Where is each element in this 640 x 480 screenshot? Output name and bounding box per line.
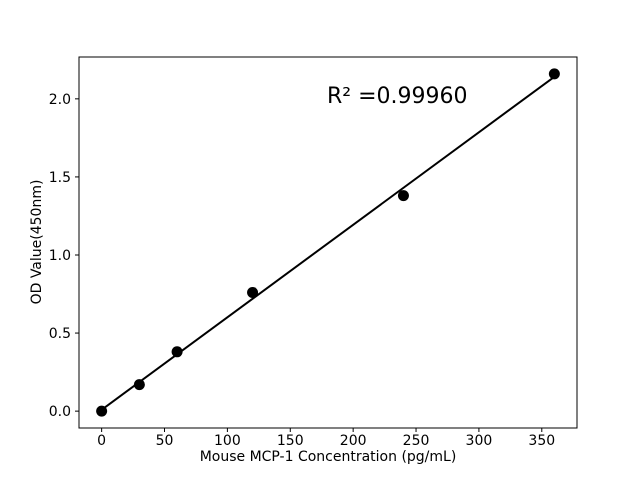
y-tick-label: 0.0	[49, 404, 71, 420]
data-point	[397, 190, 409, 202]
x-tick-label: 300	[466, 433, 493, 449]
y-tick-label: 1.0	[49, 248, 71, 264]
y-axis-label: OD Value(450nm)	[29, 179, 45, 305]
x-tick-label: 250	[403, 433, 430, 449]
y-tick-label: 1.5	[49, 170, 71, 186]
y-tick-label: 0.5	[49, 326, 71, 342]
fit-line	[101, 75, 555, 411]
x-tick-label: 350	[528, 433, 555, 449]
y-tick-label: 2.0	[49, 92, 71, 108]
x-tick-label: 0	[97, 433, 106, 449]
data-point	[171, 346, 183, 358]
r-squared-annotation: R² =0.99960	[327, 84, 468, 109]
x-tick-label: 150	[277, 433, 304, 449]
plot-frame	[78, 56, 578, 429]
x-axis-label: Mouse MCP-1 Concentration (pg/mL)	[199, 449, 457, 465]
data-point	[548, 68, 560, 80]
x-tick-label: 100	[214, 433, 241, 449]
x-tick-label: 200	[340, 433, 367, 449]
data-point	[133, 379, 145, 391]
data-point	[247, 286, 259, 298]
data-point	[96, 405, 108, 417]
x-tick-label: 50	[156, 433, 174, 449]
